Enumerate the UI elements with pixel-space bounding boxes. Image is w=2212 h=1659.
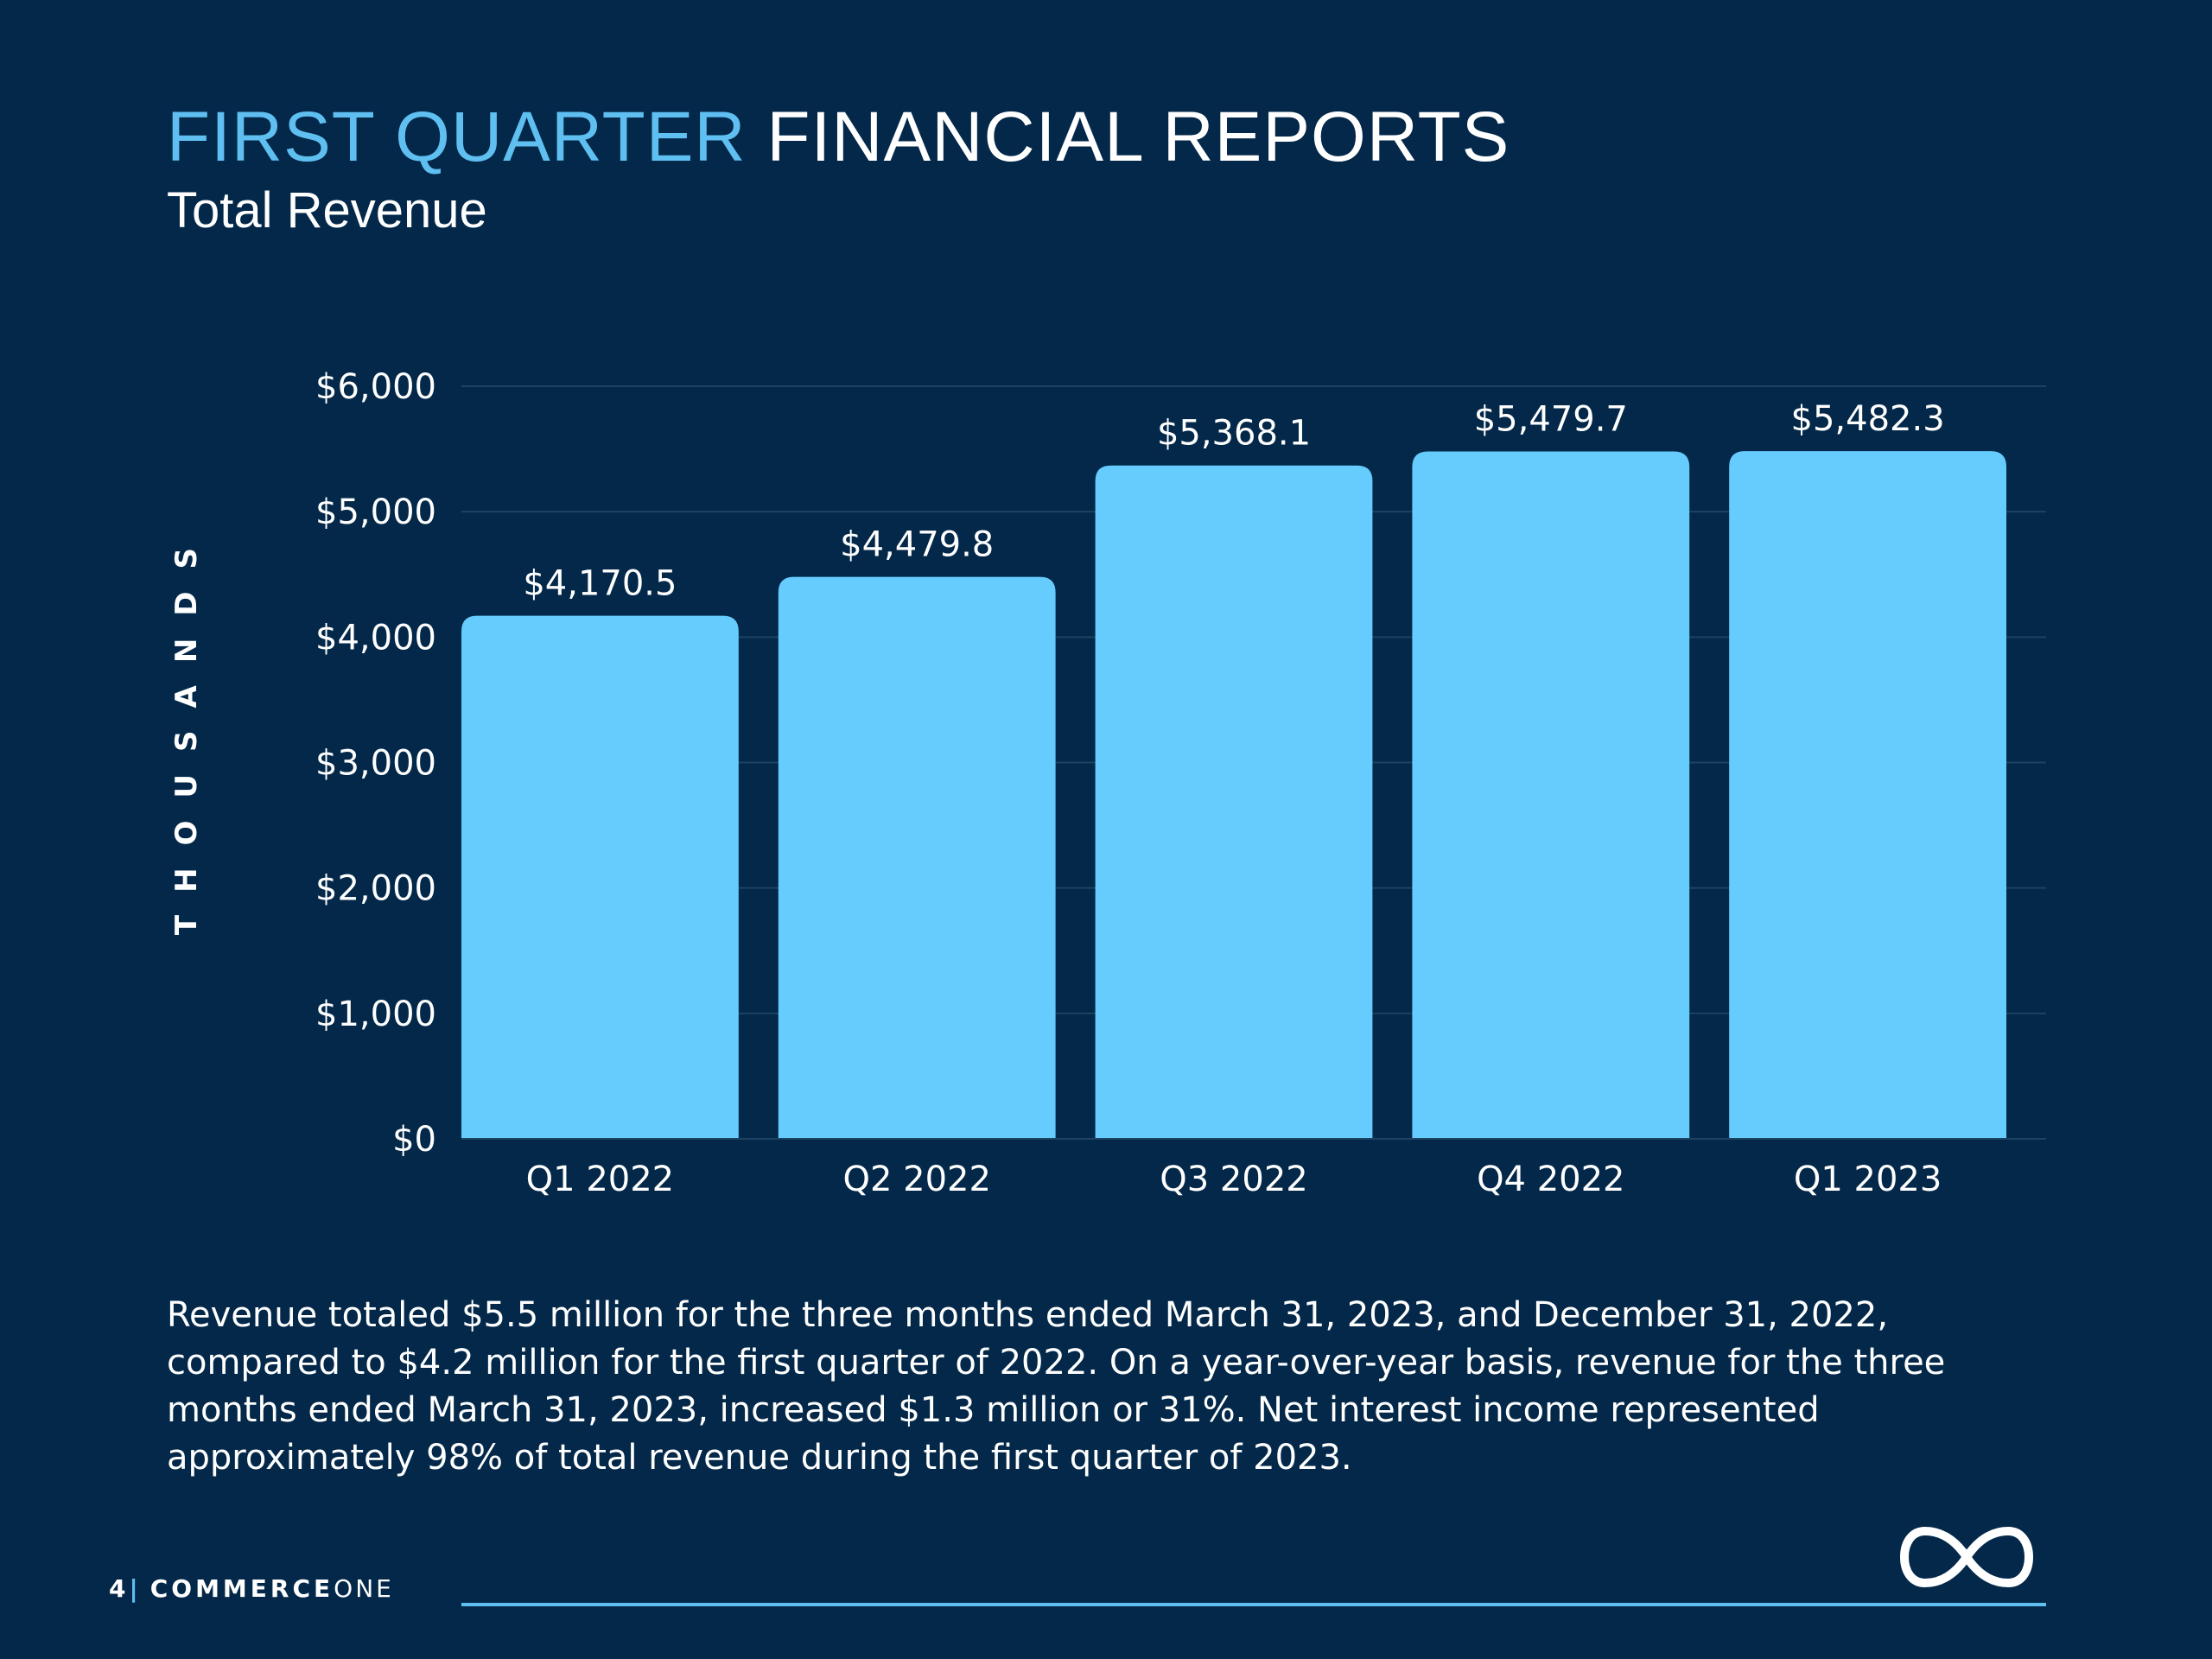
brand-name-bold: COMMERCE: [149, 1574, 334, 1603]
bar-value-label: $5,482.3: [1791, 399, 1945, 439]
footer-separator: |: [129, 1574, 142, 1603]
y-tick-label: $4,000: [315, 618, 436, 658]
y-tick-label: $0: [392, 1120, 436, 1160]
title-rest: FINANCIAL REPORTS: [766, 98, 1510, 176]
page-number: 4: [109, 1574, 130, 1603]
footer-brand: 4| COMMERCEONE: [109, 1574, 394, 1603]
bar-value-label: $4,170.5: [523, 564, 677, 604]
title-highlight: FIRST QUARTER: [167, 98, 747, 176]
x-tick-label: Q2 2022: [842, 1160, 990, 1199]
page-title: FIRST QUARTER FINANCIAL REPORTS: [167, 102, 1510, 173]
page-subtitle: Total Revenue: [167, 182, 487, 238]
x-tick-label: Q1 2022: [526, 1160, 674, 1199]
y-tick-label: $6,000: [315, 367, 436, 407]
bar: [1412, 451, 1690, 1139]
infinity-logo-icon: [1900, 1527, 2033, 1587]
bar: [1729, 451, 2006, 1139]
y-tick-label: $2,000: [315, 869, 436, 909]
x-tick-label: Q1 2023: [1794, 1160, 1942, 1199]
bar-value-label: $5,368.1: [1157, 414, 1311, 454]
footer-divider: [461, 1603, 2046, 1606]
y-tick-label: $5,000: [315, 493, 436, 532]
y-tick-label: $3,000: [315, 744, 436, 784]
bar-value-label: $5,479.7: [1474, 400, 1628, 440]
revenue-summary-paragraph: Revenue totaled $5.5 million for the thr…: [167, 1295, 1946, 1478]
bar-value-label: $4,479.8: [840, 525, 994, 565]
bar: [778, 576, 1056, 1139]
bar: [1095, 465, 1373, 1139]
x-tick-label: Q4 2022: [1477, 1160, 1624, 1199]
brand-name-light: ONE: [334, 1574, 394, 1603]
x-tick-label: Q3 2022: [1160, 1160, 1307, 1199]
y-tick-label: $1,000: [315, 995, 436, 1034]
bar: [461, 615, 739, 1139]
